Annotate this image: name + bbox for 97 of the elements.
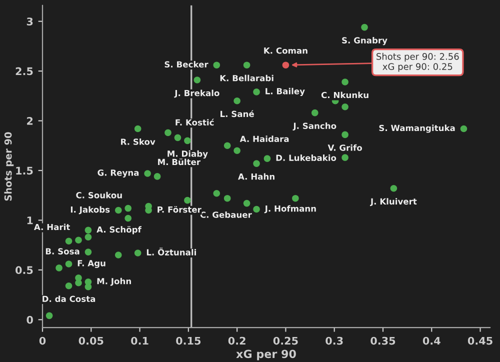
point	[124, 214, 132, 222]
y-tick-label: 0	[26, 316, 33, 324]
annotation: A. Schöpf	[96, 226, 142, 234]
annotation: D. da Costa	[42, 296, 96, 302]
point	[342, 78, 348, 86]
point	[243, 62, 250, 68]
point	[253, 160, 260, 167]
annotation: F. Kostić	[176, 118, 214, 126]
annotation: K. Coman	[264, 47, 308, 54]
annotation: G. Reyna	[98, 170, 139, 178]
annotation: M. Diaby	[168, 150, 208, 159]
point	[114, 252, 122, 258]
annotation: J. Kluivert	[370, 198, 417, 206]
annotation: S. Wamangituka	[379, 124, 455, 133]
point	[390, 184, 398, 192]
point	[65, 260, 72, 268]
x-tick-label: 0.1	[131, 336, 148, 345]
point	[253, 206, 260, 213]
x-tick-label: 0.3	[326, 336, 343, 345]
annotation: A. Hahn	[238, 173, 274, 180]
point	[65, 282, 72, 290]
annotation: R. Skov	[121, 138, 156, 145]
point	[213, 62, 220, 68]
annotation: F. Agu	[78, 260, 106, 268]
annotation: J. Hofmann	[264, 205, 316, 214]
annotation: S. Gnabry	[342, 37, 388, 46]
y-tick-label: 0.5	[16, 266, 33, 274]
point	[194, 76, 201, 84]
annotation: C. Nkunku	[321, 92, 368, 98]
annotation: D. Lukebakio	[276, 154, 336, 161]
point	[234, 97, 240, 104]
annotation: M. Bülter	[158, 158, 201, 166]
y-tick-label: 1	[27, 216, 33, 224]
y-tick-label: 2	[27, 117, 33, 125]
annotation: C. Soukou	[76, 192, 122, 198]
annotation: S. Becker	[164, 61, 208, 68]
x-tick-label: 0.25	[273, 336, 298, 345]
point	[213, 190, 220, 197]
x-tick-label: 0.4	[422, 336, 440, 345]
point	[134, 250, 142, 256]
annotation: K. Bellarabi	[220, 74, 274, 82]
point	[342, 154, 348, 161]
x-tick-label: 0.35	[370, 336, 396, 345]
point	[84, 226, 92, 234]
point	[65, 238, 72, 244]
annotation: Shots per 90: 2.56 xG per 90: 0.25	[376, 52, 459, 72]
x-tick-label: 0.2	[228, 336, 246, 345]
point	[56, 264, 62, 272]
point	[134, 125, 142, 132]
annotation: A. Harit	[34, 224, 70, 230]
point	[46, 312, 53, 320]
point	[460, 125, 468, 132]
point	[253, 88, 260, 96]
point	[282, 62, 290, 68]
point	[164, 129, 172, 136]
x-tick-label: 0.15	[176, 336, 201, 345]
point	[114, 206, 122, 214]
annotation: I. Jakobs	[70, 206, 110, 214]
x-tick-label: 0	[39, 336, 46, 345]
annotation: L. Bailey	[266, 88, 305, 96]
point	[124, 204, 132, 212]
x-tick-label: 0.45	[468, 336, 492, 345]
point	[342, 103, 348, 110]
annotation: V. Grifo	[328, 144, 362, 151]
point	[75, 236, 82, 244]
point	[342, 131, 348, 138]
y-axis-title: Shots per 90	[4, 132, 14, 201]
point	[184, 137, 191, 144]
annotation: L. Öztunali	[146, 248, 196, 256]
x-tick-label: 0.05	[78, 336, 104, 345]
point	[292, 194, 299, 202]
point	[75, 279, 82, 286]
point	[264, 155, 271, 162]
annotation: M. John	[97, 278, 131, 286]
annotation: P. Förster	[158, 206, 202, 213]
annotation: A. Haidara	[240, 136, 289, 142]
point	[184, 196, 191, 204]
point	[243, 200, 250, 207]
point	[224, 142, 231, 150]
y-tick-label: 1.5	[16, 166, 33, 175]
annotation: J. Sancho	[292, 122, 336, 131]
y-tick-label: 2.5	[16, 67, 33, 76]
point	[224, 194, 231, 202]
point	[234, 147, 240, 154]
point	[311, 109, 318, 116]
y-tick-label: 3	[26, 18, 33, 26]
point	[154, 173, 161, 180]
point	[361, 24, 368, 31]
point	[84, 248, 92, 256]
annotation: J. Brekalo	[174, 90, 220, 98]
annotation: L. Sané	[220, 110, 254, 118]
annotation: B. Sosa	[46, 248, 80, 254]
point	[174, 134, 182, 142]
x-axis-title: xG per 90	[236, 350, 296, 360]
point	[84, 234, 92, 241]
point	[144, 170, 151, 177]
point	[84, 283, 92, 290]
